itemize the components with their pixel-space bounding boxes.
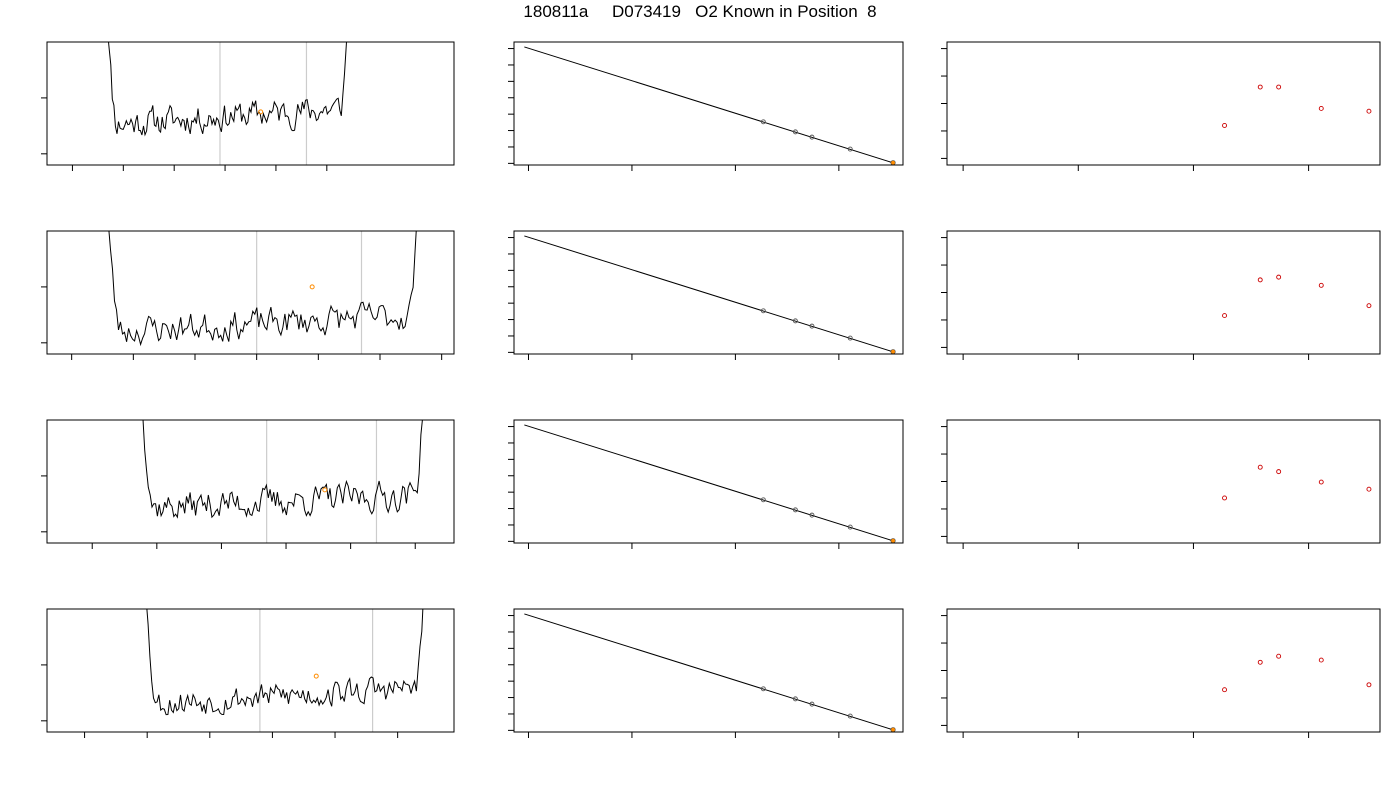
panel-row2-fit	[508, 230, 904, 360]
plot-frame	[946, 230, 1381, 355]
residual-point	[1318, 282, 1324, 288]
residual-point	[1257, 464, 1263, 470]
residual-point	[1276, 84, 1282, 90]
highlight-point	[890, 538, 896, 543]
panel-row3-fit	[508, 419, 904, 549]
fit-point	[809, 701, 815, 707]
fit-line	[524, 235, 895, 353]
panel-row4-fit	[508, 608, 904, 738]
fit-line	[524, 46, 895, 164]
highlight-point	[890, 349, 896, 354]
residual-point	[1318, 105, 1324, 111]
highlight-point	[258, 109, 264, 115]
fit-point	[847, 713, 853, 719]
trace-line	[142, 420, 423, 519]
fit-point	[792, 507, 798, 513]
panel-row2-resid	[941, 230, 1381, 360]
plot-area	[1222, 84, 1372, 128]
plot-area	[1222, 653, 1372, 693]
residual-point	[1257, 84, 1263, 90]
plot-area	[524, 235, 896, 354]
plot-frame	[46, 230, 455, 355]
residual-point	[1222, 687, 1227, 693]
residual-point	[1318, 657, 1324, 663]
panel-row1-fit	[508, 41, 904, 171]
residual-point	[1257, 277, 1263, 283]
highlight-point	[890, 727, 896, 732]
fit-point	[847, 524, 853, 530]
residual-point	[1222, 495, 1227, 501]
plot-frame	[513, 41, 904, 166]
fit-point	[760, 119, 766, 125]
fit-point	[760, 497, 766, 503]
panel-row2-trace	[41, 230, 455, 360]
plot-area	[142, 420, 423, 543]
panel-row4-resid	[941, 608, 1381, 738]
highlight-point	[309, 284, 315, 290]
plot-area	[1222, 274, 1372, 319]
fit-line	[524, 613, 895, 731]
residual-point	[1276, 469, 1282, 475]
plot-area	[108, 231, 417, 354]
fit-point	[760, 686, 766, 692]
trace-line	[146, 609, 424, 716]
panel-row3-resid	[941, 419, 1381, 549]
fit-point	[760, 308, 766, 314]
fit-point	[792, 696, 798, 702]
page-title: 180811a D073419 O2 Known in Position 8	[523, 2, 877, 21]
plot-frame	[946, 608, 1381, 733]
plot-area	[524, 46, 896, 165]
residual-point	[1366, 682, 1372, 688]
fit-point	[847, 335, 853, 341]
fit-point	[809, 323, 815, 329]
fit-point	[809, 512, 815, 518]
plot-frame	[513, 608, 904, 733]
residual-point	[1222, 123, 1227, 128]
residual-point	[1257, 659, 1263, 665]
plot-area	[1222, 464, 1372, 501]
fit-point	[809, 134, 815, 140]
residual-point	[1318, 479, 1324, 485]
plot-area	[108, 42, 347, 165]
panel-row1-trace	[41, 41, 455, 171]
plot-frame	[46, 419, 455, 544]
panel-row4-trace	[41, 608, 455, 738]
residual-point	[1366, 303, 1372, 309]
residual-point	[1276, 653, 1282, 659]
fit-point	[792, 129, 798, 135]
panel-row3-trace	[41, 419, 455, 549]
residual-point	[1366, 108, 1372, 114]
highlight-point	[890, 160, 896, 165]
plot-frame	[946, 41, 1381, 166]
plot-frame	[513, 419, 904, 544]
plot-frame	[946, 419, 1381, 544]
plot-frame	[513, 230, 904, 355]
panel-row1-resid	[941, 41, 1381, 171]
fit-point	[847, 146, 853, 152]
plot-area	[524, 424, 896, 543]
plot-frame	[46, 608, 455, 733]
plot-area	[524, 613, 896, 732]
highlight-point	[322, 487, 328, 493]
residual-point	[1276, 274, 1282, 280]
plot-area	[146, 609, 424, 732]
trace-line	[108, 42, 347, 137]
fit-point	[792, 318, 798, 324]
residual-point	[1366, 486, 1372, 492]
residual-point	[1222, 313, 1227, 319]
fit-line	[524, 424, 895, 542]
highlight-point	[313, 673, 319, 679]
plot-frame	[46, 41, 455, 166]
trace-line	[108, 231, 417, 347]
